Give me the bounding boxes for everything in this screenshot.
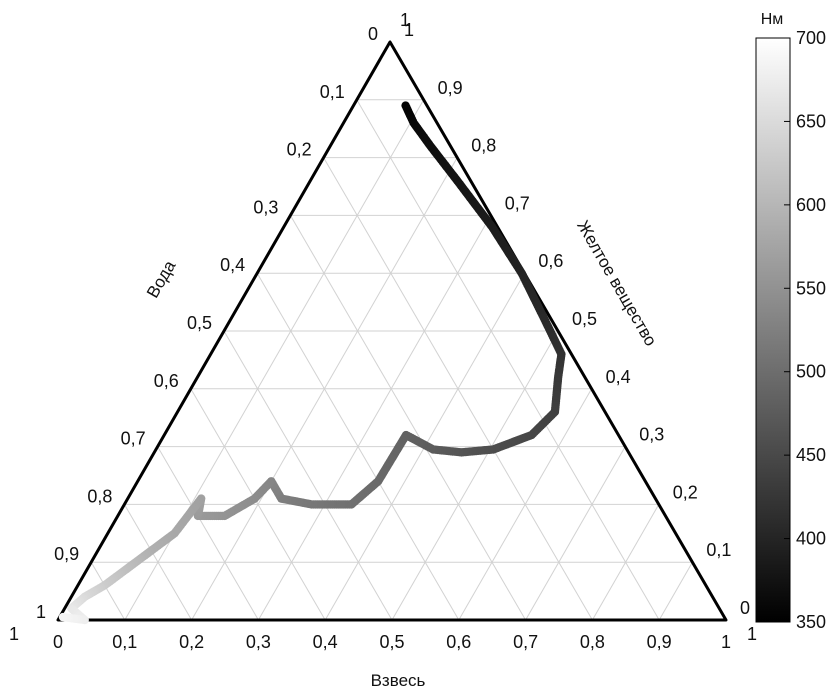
left-tick-label: 0,5 — [187, 313, 212, 333]
left-tick-label: 1 — [36, 602, 46, 622]
left-tick-label: 0,2 — [287, 140, 312, 160]
triangle-frame — [56, 40, 728, 622]
bottom-tick-label: 1 — [721, 632, 731, 652]
left-axis-title: Вода — [143, 257, 180, 301]
left-tick-label: 0,9 — [54, 544, 79, 564]
data-point — [58, 612, 68, 622]
right-tick-label: 0,7 — [505, 193, 530, 213]
corner-label-suspension: 1 — [747, 624, 757, 644]
bottom-tick-label: 0,2 — [179, 632, 204, 652]
bottom-tick-label: 0,5 — [379, 632, 404, 652]
right-tick-label: 1 — [404, 20, 414, 40]
right-tick-label: 0,9 — [438, 78, 463, 98]
grid-line — [90, 561, 126, 621]
bottom-tick-label: 0,8 — [580, 632, 605, 652]
colorbar-gradient — [755, 37, 791, 623]
right-tick-label: 0,1 — [706, 540, 731, 560]
left-tick-label: 0,6 — [154, 371, 179, 391]
colorbar-title: Нм — [761, 11, 784, 28]
grid-line — [190, 388, 326, 621]
colorbar-tick-label: 350 — [796, 612, 826, 632]
bottom-axis-title: Взвесь — [371, 671, 426, 690]
colorbar-tick-label: 450 — [796, 445, 826, 465]
grid-line — [257, 215, 492, 621]
right-tick-label: 0,2 — [673, 482, 698, 502]
right-axis-title: Желтое вещество — [573, 217, 660, 349]
colorbar-tick-label: 550 — [796, 278, 826, 298]
grid-line — [223, 330, 393, 621]
colorbar-tick-label: 650 — [796, 111, 826, 131]
grid-line — [658, 561, 693, 621]
right-tick-label: 0,3 — [639, 425, 664, 445]
grid-line — [123, 504, 193, 621]
grid-line — [458, 388, 593, 621]
grid-line — [391, 330, 559, 621]
grid-line — [591, 504, 660, 621]
data-curve — [58, 101, 566, 625]
bottom-tick-label: 0,7 — [513, 632, 538, 652]
bottom-tick-label: 0,9 — [647, 632, 672, 652]
corner-label-water: 1 — [9, 624, 19, 644]
left-tick-label: 0,4 — [220, 255, 245, 275]
grid-line — [289, 215, 527, 621]
colorbar-tick-label: 500 — [796, 362, 826, 382]
colorbar-tick-label: 400 — [796, 529, 826, 549]
right-tick-label: 0 — [740, 598, 750, 618]
right-tick-label: 0,6 — [538, 251, 563, 271]
colorbar-tick-label: 700 — [796, 28, 826, 48]
corner-label-yellow: 1 — [400, 10, 410, 30]
right-tick-label: 0,8 — [471, 136, 496, 156]
bottom-tick-label: 0,1 — [112, 632, 137, 652]
grid-line — [525, 446, 626, 621]
bottom-tick-label: 0,6 — [446, 632, 471, 652]
grid-line — [157, 446, 259, 621]
bottom-tick-label: 0 — [53, 632, 63, 652]
bottom-tick-label: 0,3 — [246, 632, 271, 652]
left-tick-label: 0 — [368, 24, 378, 44]
left-tick-label: 0,8 — [87, 486, 112, 506]
tick-labels: 0 0,1 0,2 0,3 0,4 0,5 0,6 0,7 0,8 0,9 110,90,80,70… — [9, 10, 757, 652]
bottom-tick-label: 0,4 — [313, 632, 338, 652]
left-tick-label: 0,3 — [253, 197, 278, 217]
grid-line — [356, 99, 660, 621]
colorbar-tick-label: 600 — [796, 195, 826, 215]
triangle-grid — [90, 99, 693, 621]
left-tick-label: 0,1 — [320, 82, 345, 102]
right-tick-label: 0,4 — [606, 367, 631, 387]
colorbar: Нм 350 400 450 500 550 600 650 700 — [755, 11, 826, 632]
right-tick-label: 0,5 — [572, 309, 597, 329]
left-tick-label: 0,7 — [121, 429, 146, 449]
